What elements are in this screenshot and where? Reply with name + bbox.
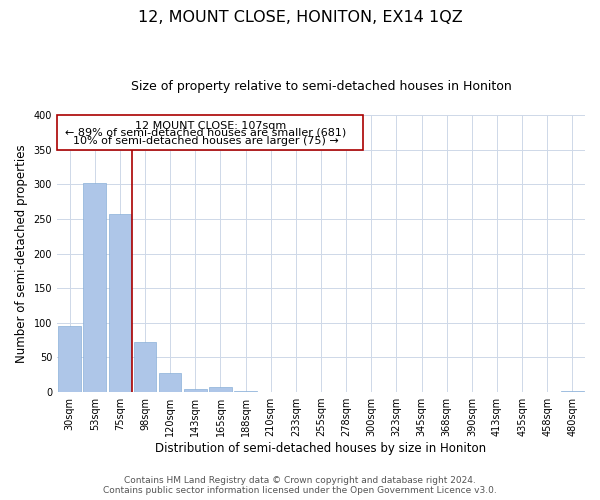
Bar xyxy=(83,183,106,392)
Bar xyxy=(184,388,206,392)
Text: 12 MOUNT CLOSE: 107sqm: 12 MOUNT CLOSE: 107sqm xyxy=(134,120,286,130)
Bar xyxy=(561,390,584,392)
Bar xyxy=(159,372,181,392)
Text: 10% of semi-detached houses are larger (75) →: 10% of semi-detached houses are larger (… xyxy=(73,136,338,146)
Bar xyxy=(134,342,157,392)
Bar xyxy=(209,387,232,392)
Title: Size of property relative to semi-detached houses in Honiton: Size of property relative to semi-detach… xyxy=(131,80,511,93)
Bar xyxy=(234,390,257,392)
Bar xyxy=(109,214,131,392)
Text: Contains HM Land Registry data © Crown copyright and database right 2024.
Contai: Contains HM Land Registry data © Crown c… xyxy=(103,476,497,495)
Bar xyxy=(58,326,81,392)
Text: ← 89% of semi-detached houses are smaller (681): ← 89% of semi-detached houses are smalle… xyxy=(65,128,346,138)
Text: 12, MOUNT CLOSE, HONITON, EX14 1QZ: 12, MOUNT CLOSE, HONITON, EX14 1QZ xyxy=(137,10,463,25)
Y-axis label: Number of semi-detached properties: Number of semi-detached properties xyxy=(15,144,28,363)
FancyBboxPatch shape xyxy=(57,115,363,150)
X-axis label: Distribution of semi-detached houses by size in Honiton: Distribution of semi-detached houses by … xyxy=(155,442,487,455)
